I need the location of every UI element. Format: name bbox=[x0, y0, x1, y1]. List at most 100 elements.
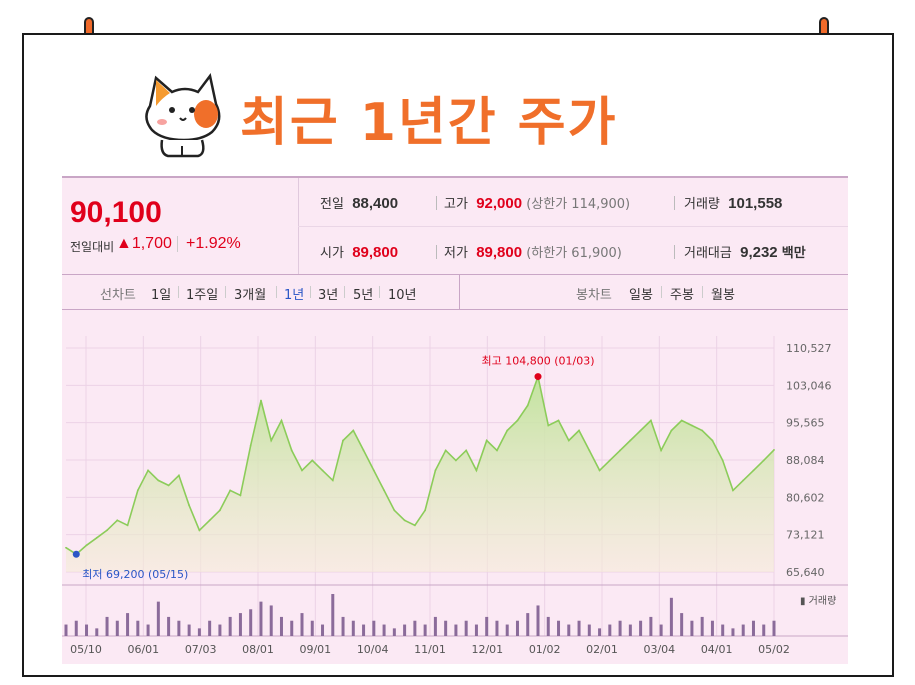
volume: 거래량 101,558 bbox=[684, 193, 782, 212]
y-tick-label: 95,565 bbox=[786, 417, 825, 430]
price-point bbox=[588, 449, 591, 452]
volume-bar bbox=[362, 624, 366, 636]
price-point bbox=[65, 546, 67, 549]
volume-bar bbox=[731, 628, 735, 636]
x-tick-label: 04/01 bbox=[701, 643, 733, 656]
volume-bar bbox=[567, 624, 571, 636]
open-price: 시가 89,800 bbox=[320, 242, 398, 261]
volume-bar bbox=[95, 628, 99, 636]
volume-bar bbox=[608, 624, 612, 636]
volume-bar bbox=[577, 620, 581, 636]
price-point bbox=[219, 509, 221, 512]
tab-divider bbox=[310, 286, 311, 298]
high-annotation: 최고 104,800 (01/03) bbox=[481, 355, 594, 368]
price-point bbox=[608, 459, 611, 462]
quote-summary: 90,100 전일대비 ▲1,700 +1.92% bbox=[62, 178, 299, 274]
x-tick-label: 05/02 bbox=[758, 643, 790, 656]
prev-close: 전일 88,400 bbox=[320, 193, 398, 212]
price-point bbox=[434, 469, 437, 472]
cat-mascot-icon bbox=[145, 73, 221, 158]
volume-bar bbox=[444, 620, 448, 636]
tab-1w[interactable]: 1주일 bbox=[186, 288, 219, 303]
x-tick-label: 08/01 bbox=[242, 643, 274, 656]
x-tick-label: 06/01 bbox=[127, 643, 159, 656]
price-point bbox=[547, 424, 550, 427]
volume-bar bbox=[413, 620, 417, 636]
price-point bbox=[711, 439, 714, 442]
tab-3m[interactable]: 3개월 bbox=[234, 288, 267, 303]
tab-divider bbox=[379, 286, 380, 298]
upper-limit: (상한가 114,900) bbox=[526, 197, 631, 212]
price-point bbox=[208, 519, 211, 522]
volume-bar bbox=[772, 620, 776, 636]
volume-bar bbox=[208, 620, 212, 636]
price-point bbox=[691, 424, 693, 427]
prev-label: 전일 bbox=[320, 197, 344, 212]
volume-bar bbox=[126, 613, 130, 636]
volume-bar bbox=[341, 616, 345, 636]
volume-bar bbox=[557, 620, 561, 636]
y-tick-label: 110,527 bbox=[786, 342, 832, 355]
divider bbox=[674, 245, 675, 259]
price-point bbox=[177, 474, 180, 477]
price-point bbox=[598, 469, 601, 472]
tab-weekly[interactable]: 주봉 bbox=[670, 288, 694, 303]
volume-bar bbox=[536, 605, 540, 636]
tab-10y[interactable]: 10년 bbox=[388, 288, 417, 303]
price-point bbox=[167, 484, 170, 487]
tab-daily[interactable]: 일봉 bbox=[629, 288, 653, 303]
price-point bbox=[321, 469, 324, 472]
price-point bbox=[455, 459, 457, 462]
volume-bar bbox=[741, 624, 745, 636]
volume-bar bbox=[64, 624, 68, 636]
price-line bbox=[65, 373, 775, 556]
price-point bbox=[352, 429, 355, 432]
price-point bbox=[239, 494, 242, 497]
tab-3y[interactable]: 3년 bbox=[318, 288, 339, 303]
volume-bar bbox=[721, 624, 725, 636]
volume-bar bbox=[423, 624, 427, 636]
volume-bar bbox=[187, 624, 191, 636]
prev-value: 88,400 bbox=[352, 195, 399, 212]
tab-monthly[interactable]: 월봉 bbox=[711, 288, 735, 303]
tab-group-divider bbox=[459, 275, 460, 309]
price-point bbox=[578, 429, 580, 432]
lower-limit: (하한가 61,900) bbox=[526, 246, 622, 261]
price-point bbox=[249, 444, 252, 447]
price-point bbox=[126, 524, 129, 527]
price-point bbox=[465, 449, 468, 452]
price-point bbox=[106, 529, 108, 532]
high-label: 고가 bbox=[444, 197, 468, 212]
volume-bar bbox=[228, 616, 232, 636]
volume-bar bbox=[700, 616, 704, 636]
tab-1d[interactable]: 1일 bbox=[151, 288, 172, 303]
y-tick-label: 65,640 bbox=[786, 566, 825, 579]
price-point bbox=[301, 469, 303, 472]
tab-1y[interactable]: 1년 bbox=[284, 288, 305, 303]
price-point bbox=[147, 469, 149, 472]
volume-bar bbox=[136, 620, 140, 636]
volume-bar bbox=[290, 620, 294, 636]
volume-bar bbox=[690, 620, 694, 636]
volume-bar bbox=[331, 594, 335, 636]
tab-divider bbox=[178, 286, 179, 298]
low-annotation: 최저 69,200 (05/15) bbox=[82, 568, 188, 581]
tab-5y[interactable]: 5년 bbox=[353, 288, 374, 303]
price-point bbox=[331, 479, 334, 482]
trade-amount: 거래대금 9,232 백만 bbox=[684, 242, 806, 261]
high-value: 92,000 bbox=[476, 195, 523, 212]
price-point bbox=[403, 519, 406, 522]
price-point bbox=[742, 479, 745, 482]
volume-bar bbox=[546, 616, 550, 636]
price-point bbox=[732, 489, 734, 492]
price-point bbox=[393, 509, 396, 512]
volume-bar bbox=[218, 624, 222, 636]
volume-bar bbox=[710, 620, 714, 636]
volume-bar bbox=[526, 613, 530, 636]
volume-bar bbox=[433, 616, 437, 636]
volume-bar bbox=[85, 624, 89, 636]
amount-value: 9,232 bbox=[740, 244, 778, 261]
price-point bbox=[116, 519, 119, 522]
y-tick-label: 80,602 bbox=[786, 491, 825, 504]
price-point bbox=[362, 449, 365, 452]
